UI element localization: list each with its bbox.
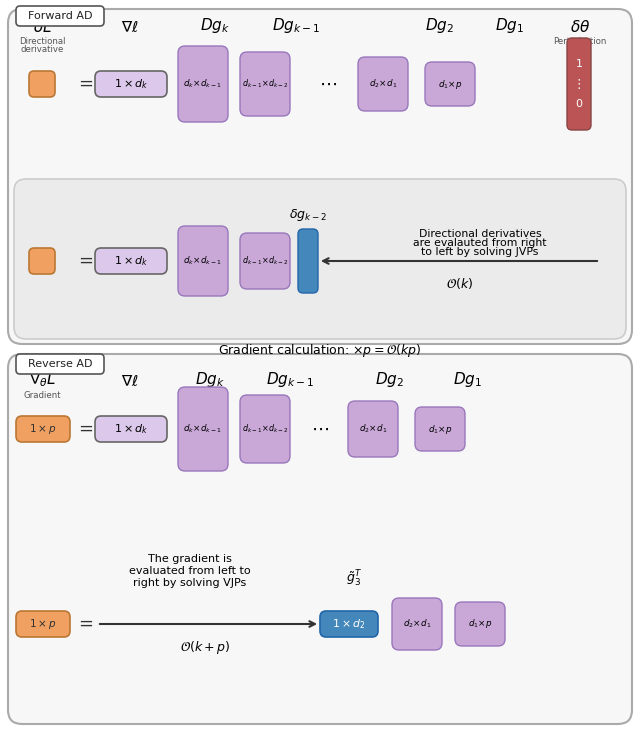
Text: Gradient: Gradient (23, 391, 61, 400)
Text: $\delta g_{k-2}$: $\delta g_{k-2}$ (289, 207, 327, 223)
Text: $\cdots$: $\cdots$ (311, 420, 329, 438)
Text: $1\times p$: $1\times p$ (29, 617, 57, 631)
Text: $d_k\!\times\! d_{k-1}$: $d_k\!\times\! d_{k-1}$ (184, 254, 223, 268)
FancyBboxPatch shape (95, 248, 167, 274)
FancyBboxPatch shape (392, 598, 442, 650)
Text: $\nabla_\theta L$: $\nabla_\theta L$ (29, 370, 56, 389)
Text: ⋮: ⋮ (573, 77, 585, 90)
FancyBboxPatch shape (240, 233, 290, 289)
FancyBboxPatch shape (16, 611, 70, 637)
FancyBboxPatch shape (29, 248, 55, 274)
Text: $Dg_2$: $Dg_2$ (426, 16, 454, 35)
Text: $\mathcal{O}(k+p)$: $\mathcal{O}(k+p)$ (180, 639, 230, 656)
Text: $d_1\!\times\! p$: $d_1\!\times\! p$ (428, 423, 452, 435)
Text: Directional: Directional (19, 37, 65, 46)
Text: are evalauted from right: are evalauted from right (413, 238, 547, 248)
Text: $d_1\!\times\! p$: $d_1\!\times\! p$ (468, 617, 492, 631)
Text: =: = (79, 615, 93, 633)
Text: right by solving VJPs: right by solving VJPs (133, 578, 246, 588)
Text: $d_{k-1}\!\times\! d_{k-2}$: $d_{k-1}\!\times\! d_{k-2}$ (242, 254, 288, 268)
Text: $d_2\!\times\! d_1$: $d_2\!\times\! d_1$ (403, 617, 431, 631)
Text: $\delta\theta$: $\delta\theta$ (570, 19, 590, 35)
FancyBboxPatch shape (16, 6, 104, 26)
Text: $d_1\!\times\! p$: $d_1\!\times\! p$ (438, 77, 462, 90)
Text: evaluated from left to: evaluated from left to (129, 566, 251, 576)
FancyBboxPatch shape (8, 9, 632, 344)
Text: $1\times d_k$: $1\times d_k$ (114, 422, 148, 436)
FancyBboxPatch shape (95, 71, 167, 97)
Text: 1: 1 (575, 59, 582, 69)
Text: $Dg_1$: $Dg_1$ (453, 370, 483, 389)
FancyBboxPatch shape (16, 416, 70, 442)
Text: $\mathcal{O}(k)$: $\mathcal{O}(k)$ (447, 276, 474, 291)
Text: derivative: derivative (20, 45, 64, 54)
Text: 0: 0 (575, 99, 582, 109)
Text: $d_2\!\times\! d_1$: $d_2\!\times\! d_1$ (369, 78, 397, 90)
Text: $d_k\!\times\! d_{k-1}$: $d_k\!\times\! d_{k-1}$ (184, 78, 223, 90)
Text: Gradient calculation: $\times p = \mathcal{O}(kp)$: Gradient calculation: $\times p = \mathc… (218, 342, 422, 359)
Text: $\nabla\ell$: $\nabla\ell$ (121, 374, 139, 389)
FancyBboxPatch shape (320, 611, 378, 637)
Text: $d_k\!\times\! d_{k-1}$: $d_k\!\times\! d_{k-1}$ (184, 423, 223, 435)
Text: $Dg_k$: $Dg_k$ (200, 16, 230, 35)
FancyBboxPatch shape (240, 52, 290, 116)
Text: $1\times d_k$: $1\times d_k$ (114, 77, 148, 91)
Text: Reverse AD: Reverse AD (28, 359, 92, 369)
Text: $\delta L$: $\delta L$ (33, 19, 51, 35)
Text: Perturbation: Perturbation (554, 37, 607, 46)
Text: $Dg_{k-1}$: $Dg_{k-1}$ (272, 16, 320, 35)
FancyBboxPatch shape (455, 602, 505, 646)
Text: =: = (79, 420, 93, 438)
FancyBboxPatch shape (14, 179, 626, 339)
Text: $Dg_2$: $Dg_2$ (376, 370, 404, 389)
FancyBboxPatch shape (178, 387, 228, 471)
FancyBboxPatch shape (348, 401, 398, 457)
FancyBboxPatch shape (178, 46, 228, 122)
FancyBboxPatch shape (29, 71, 55, 97)
Text: $\tilde{g}_3^T$: $\tilde{g}_3^T$ (346, 569, 362, 589)
Text: to left by solving JVPs: to left by solving JVPs (421, 247, 539, 257)
FancyBboxPatch shape (415, 407, 465, 451)
FancyBboxPatch shape (358, 57, 408, 111)
Text: Directional derivatives: Directional derivatives (419, 229, 541, 239)
Text: $\cdots$: $\cdots$ (319, 75, 337, 93)
Text: $1\times p$: $1\times p$ (29, 422, 57, 436)
Text: $Dg_{k-1}$: $Dg_{k-1}$ (266, 370, 314, 389)
FancyBboxPatch shape (95, 416, 167, 442)
Text: =: = (79, 252, 93, 270)
FancyBboxPatch shape (425, 62, 475, 106)
Text: $1\times d_k$: $1\times d_k$ (114, 254, 148, 268)
Text: $d_{k-1}\!\times\! d_{k-2}$: $d_{k-1}\!\times\! d_{k-2}$ (242, 423, 288, 435)
FancyBboxPatch shape (240, 395, 290, 463)
Text: $d_{k-1}\!\times\! d_{k-2}$: $d_{k-1}\!\times\! d_{k-2}$ (242, 78, 288, 90)
Text: $d_2\!\times\! d_1$: $d_2\!\times\! d_1$ (359, 423, 387, 435)
Text: =: = (79, 75, 93, 93)
FancyBboxPatch shape (8, 354, 632, 724)
Text: $Dg_k$: $Dg_k$ (195, 370, 225, 389)
FancyBboxPatch shape (178, 226, 228, 296)
Text: The gradient is: The gradient is (148, 554, 232, 564)
Text: $Dg_1$: $Dg_1$ (495, 16, 525, 35)
FancyBboxPatch shape (16, 354, 104, 374)
Text: $1\times d_2$: $1\times d_2$ (332, 617, 365, 631)
Text: $\nabla\ell$: $\nabla\ell$ (121, 20, 139, 35)
FancyBboxPatch shape (298, 229, 318, 293)
Text: Forward AD: Forward AD (28, 11, 92, 21)
FancyBboxPatch shape (567, 38, 591, 130)
